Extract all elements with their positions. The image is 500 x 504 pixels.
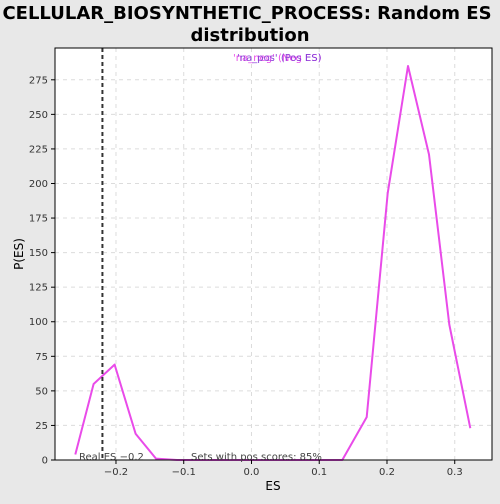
x-tick-label: −0.1 [172,467,196,478]
y-tick-label: 50 [35,386,48,397]
legend-entry-pos: 'na_pos' (Pos ES) [237,53,322,64]
y-tick-label: 125 [29,283,48,294]
chart-title-line-2: distribution [190,25,309,46]
y-axis-ticks: 0 25 50 75 100 125 150 175 200 225 250 275 [29,75,55,467]
chart-title-line-1: CELLULAR_BIOSYNTHETIC_PROCESS: Random ES [2,3,491,24]
y-tick-label: 200 [29,179,48,190]
y-tick-label: 175 [29,214,48,225]
y-tick-label: 0 [42,456,48,467]
legend-entry-neg: 'na_neg' (Neg ES) [233,53,322,64]
real-es-label: Real ES −0.2 [79,452,144,463]
x-axis-label: ES [265,479,280,493]
x-tick-label: 0.1 [311,467,327,478]
y-tick-label: 100 [29,317,48,328]
x-axis-ticks: −0.2 −0.1 0.0 0.1 0.2 0.3 [104,460,463,478]
pos-scores-annotation: Sets with pos scores: 85% [191,452,322,463]
y-tick-label: 75 [35,352,48,363]
plot-area [55,48,492,460]
x-tick-label: 0.3 [447,467,463,478]
plot-frame [54,47,493,461]
y-tick-label: 250 [29,110,48,121]
x-tick-label: −0.2 [104,467,128,478]
y-tick-label: 150 [29,248,48,259]
x-tick-label: 0.0 [244,467,260,478]
legend: 'na_neg' (Neg ES) 'na_pos' (Pos ES) [233,53,322,64]
y-axis-label: P(ES) [12,238,26,270]
y-tick-label: 225 [29,144,48,155]
y-tick-label: 275 [29,75,48,86]
y-tick-label: 25 [35,421,48,432]
x-tick-label: 0.2 [379,467,395,478]
